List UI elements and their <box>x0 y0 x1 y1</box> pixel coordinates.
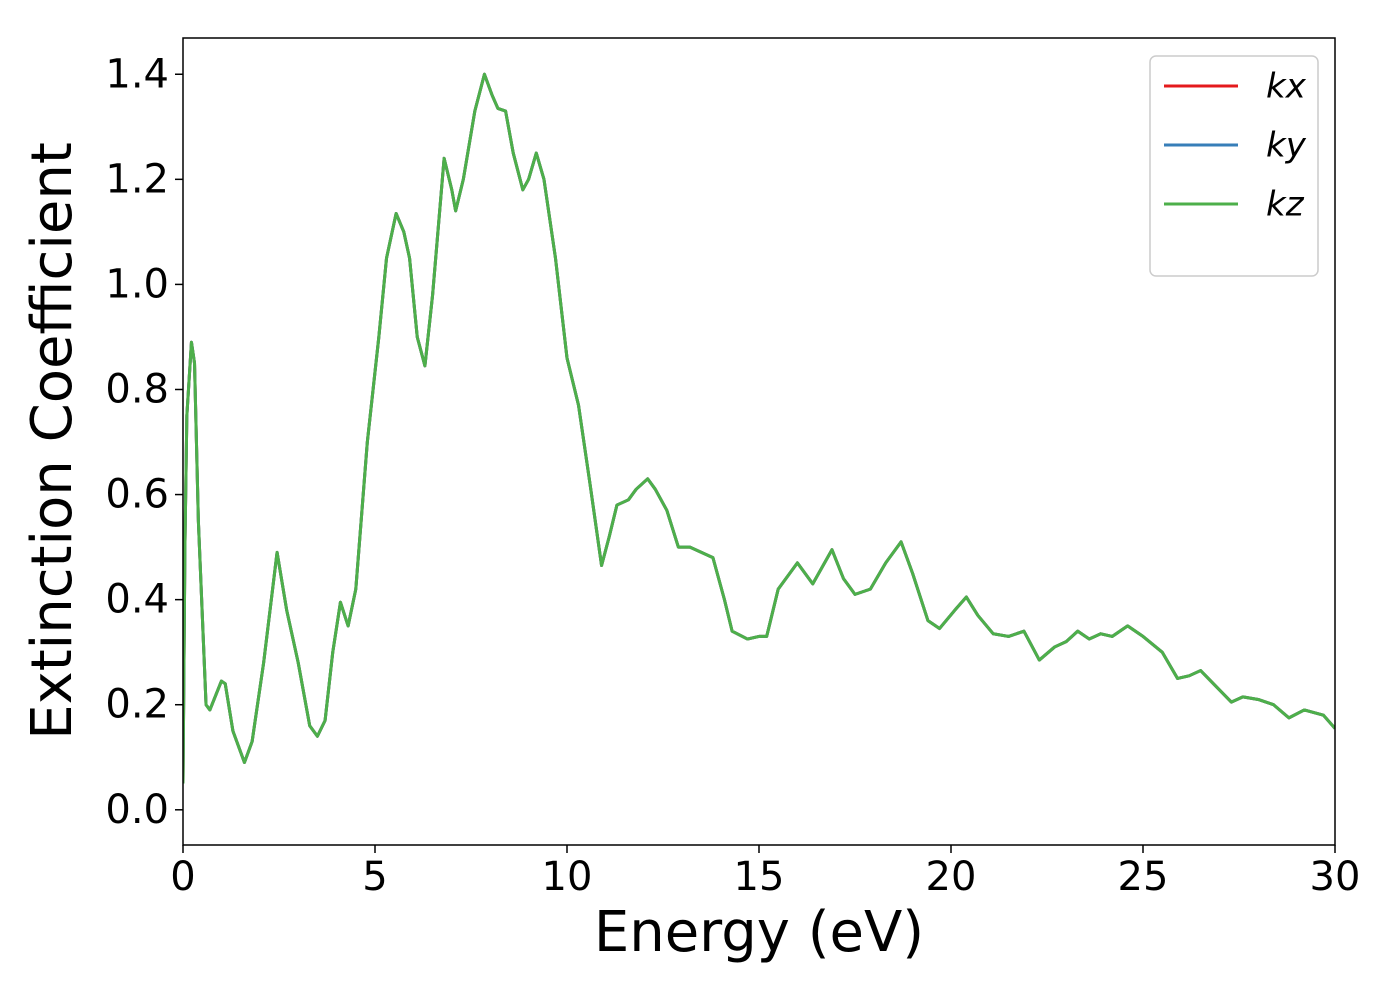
legend-label: kz <box>1266 185 1305 225</box>
y-tick-label: 1.4 <box>105 51 169 97</box>
legend-box <box>1149 55 1319 277</box>
y-tick-label: 0.6 <box>105 472 169 518</box>
x-tick-label: 30 <box>1310 854 1361 900</box>
x-tick-label: 5 <box>362 854 387 900</box>
legend-label: kx <box>1266 67 1307 107</box>
y-tick-label: 1.2 <box>105 156 169 202</box>
x-tick-label: 25 <box>1118 854 1169 900</box>
y-tick-label: 0.4 <box>105 577 169 623</box>
x-tick-label: 0 <box>170 854 195 900</box>
x-tick-label: 15 <box>734 854 785 900</box>
series-line <box>183 72 1335 784</box>
x-axis-label: Energy (eV) <box>594 900 924 965</box>
y-axis-label: Extinction Coefficient <box>20 142 85 740</box>
x-tick-label: 10 <box>542 854 593 900</box>
y-tick-label: 0.0 <box>105 787 169 833</box>
legend-label: ky <box>1266 126 1307 166</box>
y-tick-label: 0.2 <box>105 682 169 728</box>
y-tick-label: 1.0 <box>105 261 169 307</box>
y-tick-label: 0.8 <box>105 366 169 412</box>
x-tick-label: 20 <box>926 854 977 900</box>
plot-frame <box>182 37 1336 846</box>
